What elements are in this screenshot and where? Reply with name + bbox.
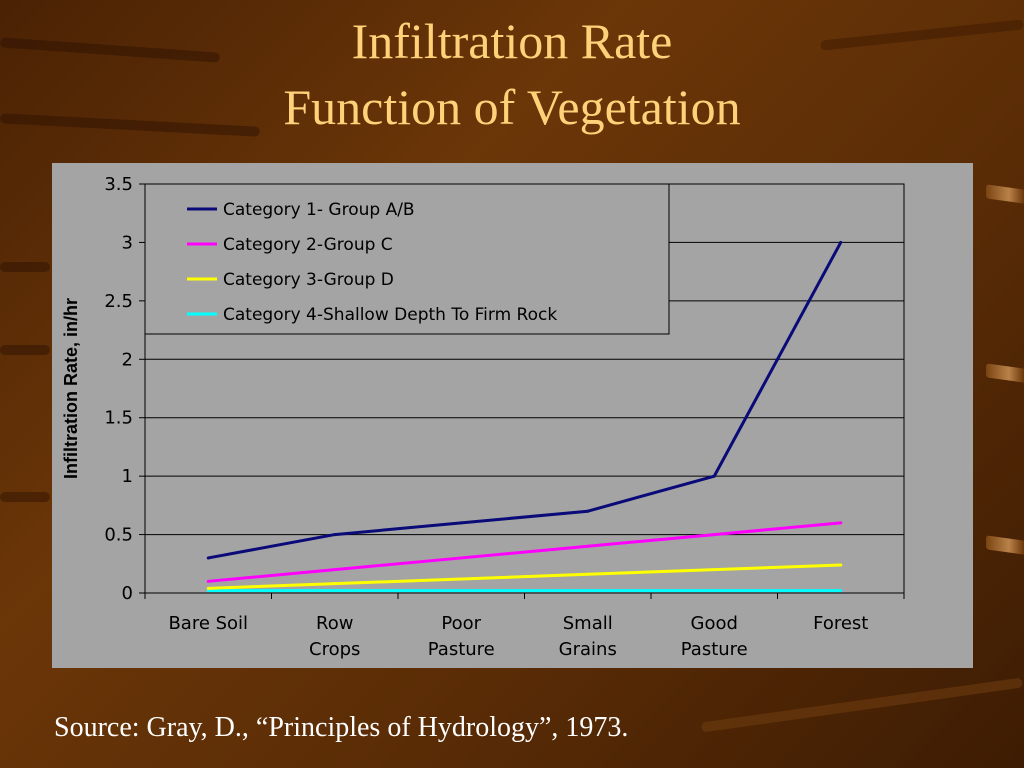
series-line bbox=[207, 241, 843, 560]
data-point bbox=[586, 589, 590, 593]
legend-label: Category 4-Shallow Depth To Firm Rock bbox=[223, 305, 557, 325]
data-point bbox=[206, 589, 210, 593]
legend-label: Category 3-Group D bbox=[223, 270, 394, 290]
y-tick-label: 3 bbox=[122, 232, 133, 253]
data-point bbox=[206, 579, 210, 583]
data-point bbox=[206, 556, 210, 560]
decorative-tab bbox=[986, 184, 1024, 204]
decorative-tab bbox=[986, 535, 1024, 555]
data-point bbox=[333, 589, 337, 593]
x-tick-label: Small bbox=[563, 613, 613, 634]
y-tick-label: 0 bbox=[122, 583, 133, 604]
data-point bbox=[459, 589, 463, 593]
data-point bbox=[459, 577, 463, 581]
decorative-tab bbox=[986, 363, 1024, 383]
background-streak bbox=[700, 677, 1024, 733]
legend-label: Category 1- Group A/B bbox=[223, 200, 415, 220]
data-point bbox=[586, 572, 590, 576]
background-streak bbox=[0, 262, 50, 272]
series-line bbox=[208, 563, 841, 590]
data-point bbox=[459, 556, 463, 560]
y-tick-label: 3.5 bbox=[104, 174, 133, 195]
x-tick-label: Grains bbox=[559, 639, 617, 660]
data-point bbox=[839, 240, 843, 244]
x-tick-label: Pasture bbox=[681, 639, 748, 660]
data-point bbox=[839, 563, 843, 567]
source-citation: Source: Gray, D., “Principles of Hydrolo… bbox=[54, 712, 629, 743]
title-line-1: Infiltration Rate bbox=[351, 13, 673, 69]
data-point bbox=[586, 544, 590, 548]
x-tick-label: Poor bbox=[441, 613, 481, 634]
x-tick-label: Row bbox=[316, 613, 353, 634]
data-point bbox=[712, 474, 716, 478]
title-line-2: Function of Vegetation bbox=[283, 79, 741, 135]
x-tick-label: Bare Soil bbox=[168, 613, 248, 634]
data-point bbox=[333, 582, 337, 586]
data-point bbox=[333, 568, 337, 572]
data-point bbox=[839, 521, 843, 525]
data-point bbox=[712, 568, 716, 572]
y-tick-label: 0.5 bbox=[104, 525, 133, 546]
line-chart: Category 1- Group A/B Category 2-Group C C… bbox=[61, 174, 905, 660]
y-tick-label: 2 bbox=[122, 349, 133, 370]
legend-label: Category 2-Group C bbox=[223, 235, 393, 255]
data-point bbox=[333, 533, 337, 537]
y-tick-label: 1 bbox=[122, 466, 133, 487]
x-tick-label: Good bbox=[691, 613, 738, 634]
x-tick-label: Crops bbox=[309, 639, 360, 660]
data-point bbox=[459, 521, 463, 525]
data-point bbox=[712, 533, 716, 537]
x-tick-label: Pasture bbox=[428, 639, 495, 660]
x-tick-label: Forest bbox=[813, 613, 868, 634]
data-point bbox=[712, 589, 716, 593]
series-line bbox=[208, 521, 841, 583]
slide-title: Infiltration Rate Function of Vegetation bbox=[0, 8, 1024, 140]
legend-box bbox=[144, 183, 670, 335]
background-streak bbox=[0, 345, 50, 355]
data-point bbox=[586, 509, 590, 513]
chart-panel: Category 1- Group A/B Category 2-Group C C… bbox=[52, 163, 973, 668]
data-point bbox=[206, 586, 210, 590]
y-tick-label: 1.5 bbox=[104, 408, 133, 429]
background-streak bbox=[0, 492, 50, 502]
y-axis-title: Infiltration Rate, in/hr bbox=[61, 298, 81, 479]
data-point bbox=[839, 589, 843, 593]
y-tick-label: 2.5 bbox=[104, 291, 133, 312]
